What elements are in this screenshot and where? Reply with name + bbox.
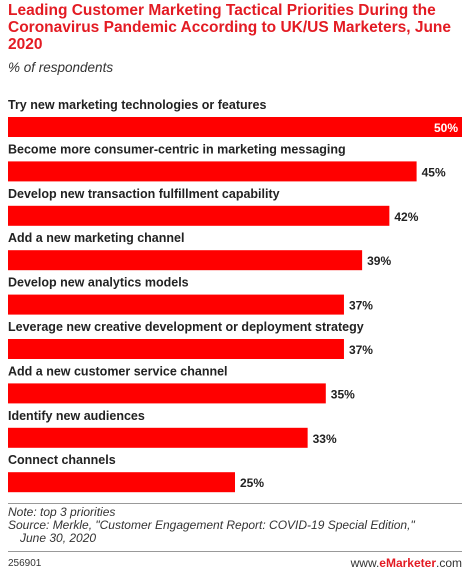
category-label: Develop new transaction fulfillment capa…: [8, 187, 280, 201]
value-label: 50%: [434, 121, 458, 135]
category-label: Connect channels: [8, 453, 116, 467]
footer-divider-bottom: [8, 551, 462, 552]
footer-divider: [8, 503, 462, 504]
value-label: 42%: [394, 210, 418, 224]
category-label: Try new marketing technologies or featur…: [8, 98, 266, 112]
bar: [8, 472, 235, 493]
bar: [8, 205, 390, 226]
value-label: 37%: [349, 299, 373, 313]
category-label: Add a new customer service channel: [8, 364, 228, 378]
footer-source-date: June 30, 2020: [20, 531, 97, 545]
bar: [8, 383, 326, 404]
value-label: 33%: [313, 432, 337, 446]
value-label: 35%: [331, 387, 355, 401]
category-label: Identify new audiences: [8, 409, 145, 423]
value-label: 37%: [349, 343, 373, 357]
bar: [8, 250, 363, 271]
bar-chart: Try new marketing technologies or featur…: [8, 98, 462, 493]
bar: [8, 161, 417, 182]
category-label: Become more consumer-centric in marketin…: [8, 142, 346, 156]
chart-subtitle: % of respondents: [8, 60, 114, 75]
category-label: Develop new analytics models: [8, 276, 189, 290]
chart-title: Leading Customer Marketing Tactical Prio…: [8, 2, 452, 53]
brand-logo: www.eMarketer.com: [350, 556, 462, 570]
footer-source: Source: Merkle, "Customer Engagement Rep…: [8, 518, 415, 532]
value-label: 25%: [240, 476, 264, 490]
bar: [8, 117, 462, 137]
category-label: Add a new marketing channel: [8, 231, 184, 245]
footer-note: Note: top 3 priorities: [8, 505, 116, 519]
bar: [8, 294, 344, 315]
value-label: 45%: [422, 165, 446, 179]
category-label: Leverage new creative development or dep…: [8, 320, 364, 334]
bar: [8, 339, 344, 359]
value-label: 39%: [367, 254, 391, 268]
bar: [8, 427, 308, 448]
chart-id: 256901: [8, 558, 42, 569]
